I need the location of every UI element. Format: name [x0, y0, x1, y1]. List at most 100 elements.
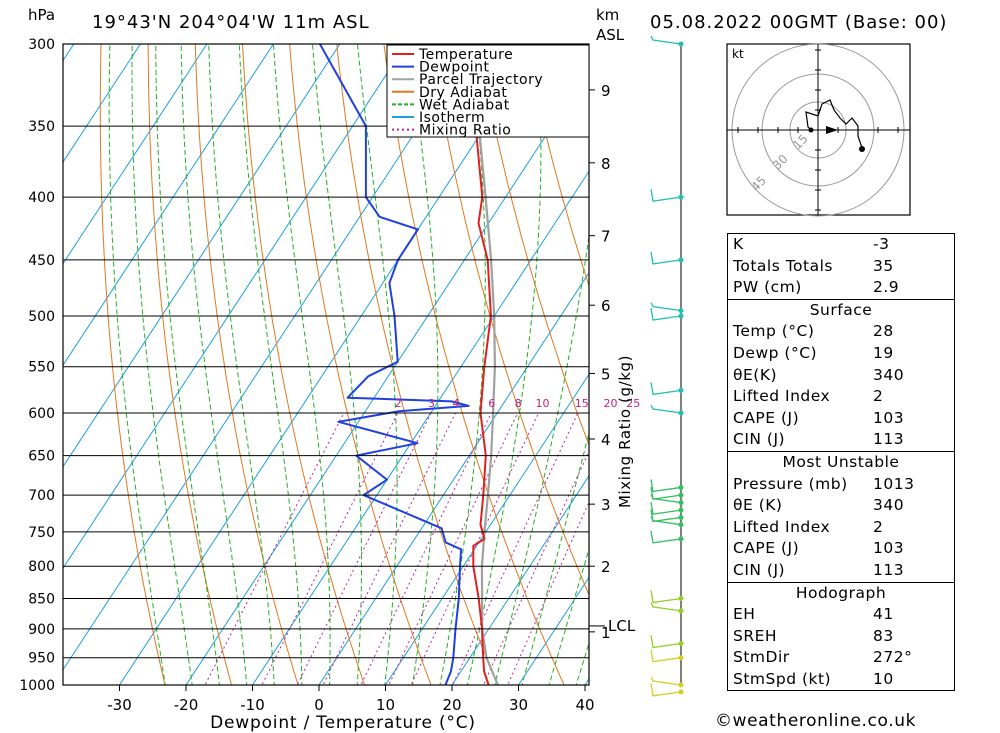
legend-entry: Dry Adiabat — [419, 85, 507, 101]
isotherm-line — [0, 26, 19, 711]
most-unstable-header: Most Unstable — [728, 450, 954, 474]
surface-row: Lifted Index 2 — [733, 387, 884, 406]
mixing-ratio-label: 25 — [626, 397, 640, 410]
km-tick-label: 5 — [601, 365, 611, 383]
hodograph-end-dot — [859, 146, 865, 152]
wet-adiabat-line — [311, 44, 362, 685]
wind-barb — [650, 649, 682, 663]
wet-adiabat-line — [155, 44, 220, 685]
dry-adiabat-line — [430, 44, 589, 596]
mixing-ratio-label: 20 — [603, 397, 617, 410]
x-tick-label: -20 — [174, 696, 199, 714]
surface-row: Dewp (°C) 19 — [733, 343, 894, 362]
mu-row: θE (K) 340 — [733, 496, 905, 515]
wet-adiabat-line — [208, 44, 275, 685]
x-tick-label: -10 — [240, 696, 265, 714]
wind-barb — [650, 404, 682, 414]
mixing-ratio-label: 10 — [536, 397, 550, 410]
wind-barb — [650, 494, 682, 504]
legend-entry: Wet Adiabat — [419, 97, 510, 113]
isotherm-line — [63, 44, 141, 164]
location-title: 19°43'N 204°04'W 11m ASL — [92, 12, 370, 33]
hodo-row: StmDir 272° — [733, 648, 913, 667]
mixing-ratio-line — [322, 412, 456, 685]
pressure-tick-label: 650 — [28, 449, 55, 465]
pressure-tick-label: 700 — [28, 488, 55, 504]
isotherm-line — [63, 44, 474, 671]
x-tick-label: -30 — [107, 696, 132, 714]
km-tick-label: 8 — [601, 155, 611, 173]
hodograph-unit-label: kt — [732, 47, 744, 61]
km-tick-label: 9 — [601, 82, 611, 100]
pressure-tick-label: 950 — [28, 651, 55, 667]
mixing-ratio-label: 15 — [575, 397, 589, 410]
wind-barb — [650, 251, 682, 265]
isotherm-line — [251, 170, 589, 685]
isotherm-line — [517, 576, 589, 685]
storm-motion-marker — [826, 126, 838, 134]
isotherm-line — [63, 44, 208, 265]
lcl-label: LCL — [608, 617, 636, 635]
wind-barb — [650, 676, 682, 686]
pressure-tick-label: 600 — [28, 406, 55, 422]
wet-adiabat-line — [466, 44, 542, 685]
wind-barb — [650, 509, 682, 523]
wet-adiabat-line — [131, 44, 193, 685]
legend-box — [386, 44, 590, 138]
km-tick-label: 6 — [601, 297, 611, 315]
credit-link[interactable]: ©weatheronline.co.uk — [715, 711, 917, 731]
isotherm-line — [63, 44, 341, 468]
surface-row: Temp (°C) 28 — [733, 322, 894, 341]
wind-barb — [650, 35, 682, 45]
asl-label: ASL — [596, 26, 625, 44]
surface-row: CIN (J) 113 — [733, 430, 905, 449]
legend-entry: Isotherm — [419, 110, 485, 126]
dry-adiabat-line — [989, 26, 1000, 711]
mixing-ratio-line — [507, 501, 589, 685]
isotherm-line — [63, 44, 274, 367]
legend-entry: Temperature — [418, 47, 513, 63]
km-tick-label: 4 — [601, 431, 611, 449]
mixing-ratio-axis-title: Mixing Ratio (g/kg) — [616, 355, 634, 508]
wet-adiabat-line — [272, 44, 331, 685]
x-tick-label: 40 — [575, 696, 594, 714]
pressure-unit-label: hPa — [28, 6, 55, 24]
mixing-ratio-line — [452, 412, 579, 685]
dry-adiabat-line — [524, 44, 589, 288]
wind-barb — [650, 530, 682, 544]
pressure-tick-label: 350 — [28, 119, 55, 135]
dry-adiabat-line — [477, 44, 589, 447]
wet-adiabat-line — [439, 44, 486, 685]
km-tick-label: 2 — [601, 558, 611, 576]
mixing-ratio-label: 4 — [452, 397, 459, 410]
hodo-row: SREH 83 — [733, 626, 894, 645]
pressure-tick-label: 1000 — [19, 678, 55, 694]
pressure-tick-label: 550 — [28, 360, 55, 376]
dry-adiabat-line — [289, 44, 432, 685]
plot-frame — [62, 43, 590, 686]
dry-adiabat-line — [194, 44, 299, 685]
hodo-row: StmSpd (kt) 10 — [733, 669, 894, 688]
indices-table: K -3 Totals Totals 35 PW (cm) 2.9 Surface T… — [727, 233, 955, 692]
wind-barb — [650, 501, 682, 515]
index-row-k: K -3 — [733, 235, 890, 253]
wet-adiabat-line — [180, 44, 248, 685]
hodo-row: EH 41 — [733, 605, 894, 624]
dry-adiabat-line — [336, 44, 499, 685]
wet-adiabat-line — [238, 44, 303, 685]
mixing-ratio-line — [388, 412, 519, 685]
km-tick-label: 1 — [601, 624, 611, 642]
mixing-ratio-label: 2 — [395, 397, 402, 410]
dry-adiabat-line — [147, 44, 233, 685]
wind-barb — [650, 590, 682, 604]
wet-adiabat-line — [108, 44, 166, 685]
km-tick-label: 3 — [601, 496, 611, 514]
x-axis-title: Dewpoint / Temperature (°C) — [210, 713, 476, 733]
wind-barb — [650, 602, 682, 612]
x-tick-label: 0 — [314, 696, 324, 714]
surface-row: θE(K) 340 — [733, 365, 905, 384]
pressure-tick-label: 400 — [28, 190, 55, 206]
pressure-tick-label: 300 — [28, 37, 55, 53]
wind-barb — [650, 382, 682, 396]
